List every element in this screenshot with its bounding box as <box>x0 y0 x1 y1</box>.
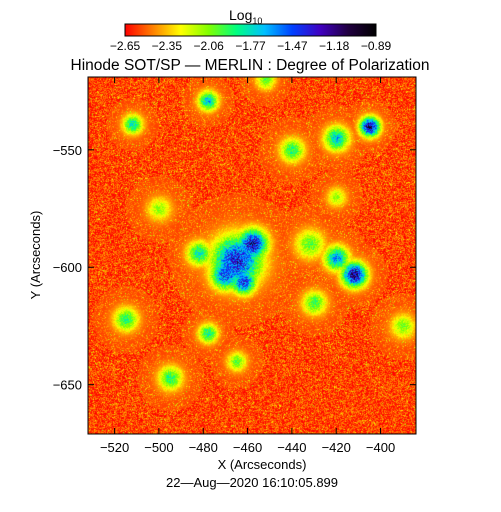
timestamp: 22—Aug—2020 16:10:05.899 <box>166 475 338 490</box>
y-axis-label: Y (Arcseconds) <box>28 211 43 300</box>
x-tick-label: −420 <box>322 440 351 455</box>
colorbar-label-sub: 10 <box>252 16 262 26</box>
colorbar-tick-label: −2.06 <box>193 39 224 53</box>
x-tick-label: −480 <box>189 440 218 455</box>
colorbar-tick-label: −0.89 <box>361 39 392 53</box>
x-tick-label: −440 <box>277 440 306 455</box>
x-tick-label: −500 <box>144 440 173 455</box>
colorbar-tick-label: −2.65 <box>110 39 141 53</box>
y-tick-label: −650 <box>53 378 82 393</box>
colorbar-tick-label: −2.35 <box>152 39 183 53</box>
colorbar: Log10 −2.65 −2.35 −2.06 −1.77 −1.47 −1.18 −0.8… <box>110 7 392 53</box>
x-axis: −520 −500 −480 −460 −440 −420 −400 <box>100 77 395 455</box>
colorbar-tick-label: −1.18 <box>319 39 350 53</box>
y-axis: −550 −600 −650 <box>53 143 416 393</box>
colorbar-gradient <box>124 23 377 37</box>
x-tick-label: −400 <box>366 440 395 455</box>
colorbar-tick-label: −1.77 <box>235 39 266 53</box>
colorbar-ticks: −2.65 −2.35 −2.06 −1.77 −1.47 −1.18 −0.89 <box>110 39 392 53</box>
chart-title: Hinode SOT/SP — MERLIN : Degree of Polar… <box>71 57 430 74</box>
y-tick-label: −550 <box>53 143 82 158</box>
colorbar-label-main: Log <box>229 7 252 23</box>
y-tick-label: −600 <box>53 260 82 275</box>
x-tick-label: −460 <box>233 440 262 455</box>
colorbar-tick-label: −1.47 <box>277 39 308 53</box>
colorbar-label: Log10 <box>229 7 262 26</box>
x-axis-label: X (Arcseconds) <box>218 457 307 472</box>
plot-frame <box>87 76 417 435</box>
plot-image <box>88 77 416 434</box>
x-tick-label: −520 <box>100 440 129 455</box>
